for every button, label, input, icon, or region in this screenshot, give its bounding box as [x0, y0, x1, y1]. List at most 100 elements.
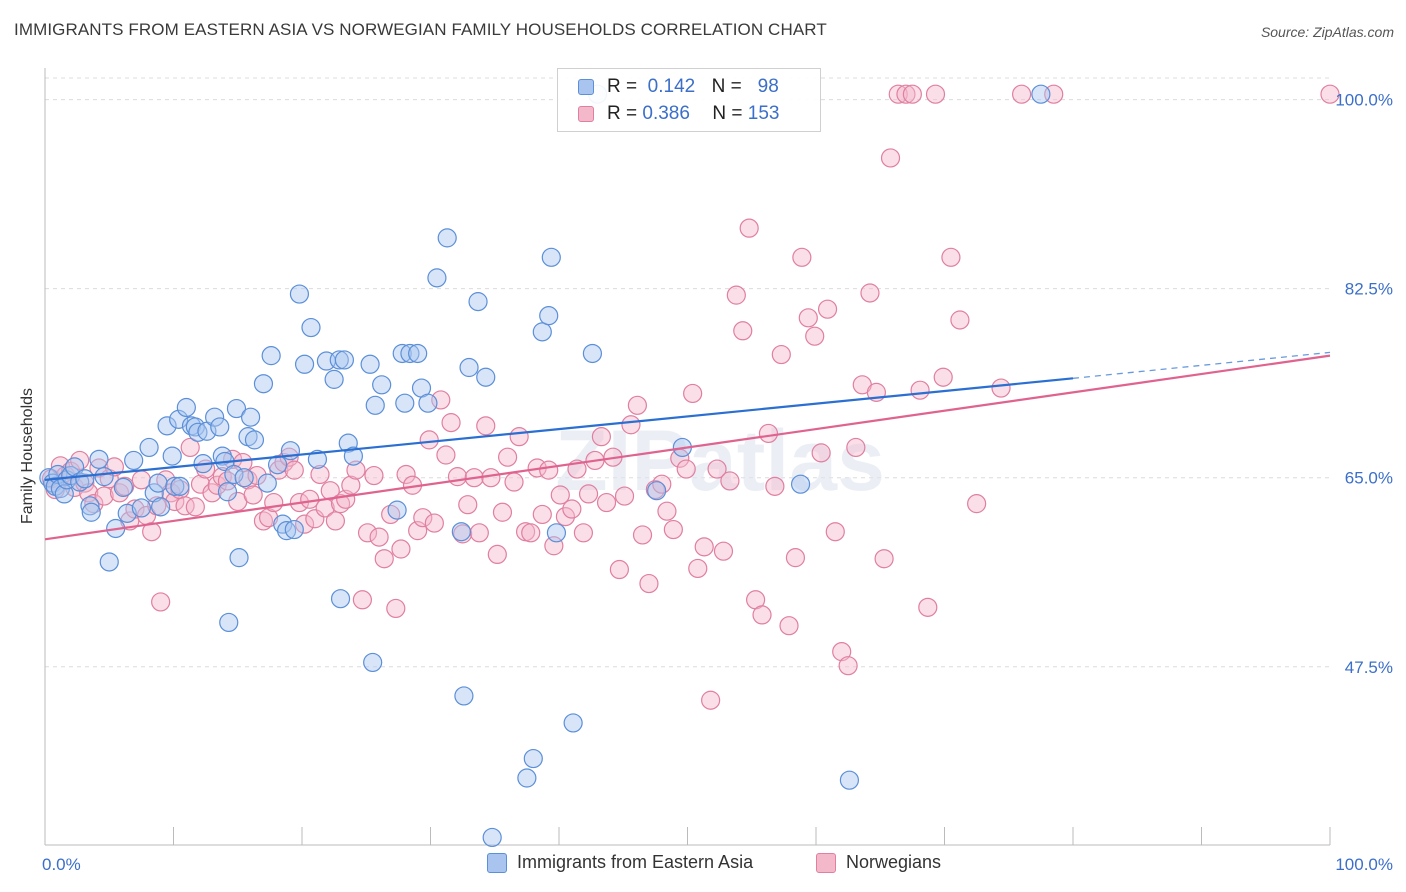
trend-lines [44, 351, 1331, 541]
y-tick-label-3: 100.0% [1335, 91, 1393, 110]
eastern-asia-point-29 [170, 476, 190, 496]
norwegians-point-103 [591, 427, 612, 447]
norwegians-point-142 [838, 656, 858, 676]
norwegians-point-154 [925, 84, 946, 104]
norwegians-point-63 [364, 465, 384, 486]
eastern-asia-point-83 [459, 357, 479, 378]
eastern-asia-swatch [578, 79, 594, 95]
norwegians-point-6 [70, 450, 90, 471]
eastern-asia-point-50 [257, 473, 277, 493]
norwegians-point-160 [1011, 84, 1032, 104]
eastern-asia-point-24 [151, 497, 171, 517]
norwegians-point-94 [539, 460, 559, 480]
norwegians-point-22 [151, 592, 171, 612]
norwegians-point-53 [310, 464, 330, 485]
eastern-asia-point-65 [334, 350, 355, 370]
norwegians-point-108 [621, 415, 641, 435]
norwegians-point-119 [688, 558, 708, 579]
eastern-asia-point-47 [241, 407, 261, 427]
norwegians-point-11 [94, 486, 114, 506]
legend-label-eastern-asia: Immigrants from Eastern Asia [517, 852, 754, 872]
legend-label-norwegians: Norwegians [846, 852, 942, 872]
n-label: N = [712, 103, 743, 124]
norwegians-point-55 [320, 481, 340, 501]
x-tick-label-0: 0.0% [42, 855, 81, 874]
norwegians-point-82 [469, 523, 489, 543]
eastern-asia-point-73 [392, 343, 412, 364]
eastern-asia-point-79 [427, 268, 447, 288]
eastern-asia-point-43 [226, 398, 247, 419]
norwegians-point-29 [185, 497, 205, 517]
norwegians-point-25 [165, 491, 185, 512]
norwegians-swatch [578, 106, 594, 122]
eastern-asia-point-44 [229, 548, 249, 568]
x-tick-label-1: 100.0% [1335, 855, 1393, 874]
norwegians-point-69 [396, 464, 416, 485]
norwegians-point-139 [817, 299, 838, 319]
eastern-asia-point-58 [294, 354, 315, 374]
norwegians-point-126 [733, 321, 753, 341]
legend-item-norwegians[interactable]: Norwegians [816, 852, 941, 873]
eastern-asia-point-38 [212, 446, 232, 466]
norwegians-point-143 [846, 437, 866, 458]
norwegians-point-80 [458, 495, 478, 515]
norwegians-point-20 [142, 522, 162, 542]
eastern-asia-point-94 [582, 343, 603, 364]
norwegians-point-136 [798, 308, 818, 328]
tick-labels: 47.5% 65.0% 82.5% 100.0% 0.0% 100.0% [42, 91, 1393, 874]
legend-item-eastern-asia[interactable]: Immigrants from Eastern Asia [487, 852, 753, 873]
eastern-asia-point-14 [94, 467, 114, 487]
eastern-asia-point-13 [89, 449, 109, 469]
eastern-asia-points [39, 84, 1051, 848]
norwegians-point-131 [765, 476, 785, 496]
eastern-asia-point-74 [395, 393, 415, 413]
eastern-asia-point-82 [454, 686, 474, 706]
eastern-asia-point-42 [224, 464, 244, 485]
eastern-asia-point-21 [139, 437, 159, 458]
eastern-asia-point-60 [307, 449, 328, 469]
norwegians-point-85 [487, 544, 507, 565]
norwegians-point-62 [357, 523, 378, 543]
norwegians-point-152 [910, 380, 930, 400]
norwegians-point-153 [918, 597, 938, 617]
eastern-asia-point-93 [563, 713, 583, 733]
norwegians-point-84 [481, 468, 501, 488]
eastern-asia-point-80 [437, 228, 457, 248]
norwegians-point-151 [902, 84, 922, 104]
norwegians-point-87 [498, 447, 518, 467]
eastern-asia-point-26 [162, 446, 182, 466]
eastern-asia-point-70 [365, 395, 385, 415]
r-value-norwegians: 0.386 [642, 103, 690, 124]
norwegians-point-78 [447, 467, 468, 487]
norwegians-point-107 [614, 486, 635, 506]
norwegians-point-159 [991, 378, 1011, 398]
eastern-asia-point-98 [839, 770, 860, 790]
norwegians-point-96 [550, 485, 570, 505]
norwegians-point-77 [441, 413, 461, 433]
eastern-asia-point-48 [244, 430, 265, 450]
eastern-asia-point-25 [157, 416, 177, 436]
eastern-asia-point-54 [276, 521, 297, 541]
eastern-asia-point-11 [80, 496, 100, 516]
norwegians-point-157 [950, 310, 970, 330]
norwegians-point-123 [713, 541, 734, 561]
eastern-asia-point-95 [647, 481, 667, 501]
eastern-asia-point-88 [523, 748, 543, 769]
norwegians-point-111 [639, 573, 659, 594]
norwegians-point-132 [771, 344, 791, 365]
norwegians-point-89 [509, 427, 529, 447]
eastern-asia-point-51 [261, 346, 281, 366]
norwegians-point-93 [532, 504, 552, 525]
eastern-asia-point-17 [113, 477, 133, 498]
norwegians-point-149 [888, 84, 908, 104]
eastern-asia-point-85 [476, 367, 496, 387]
norwegians-point-56 [325, 511, 346, 531]
eastern-asia-point-84 [468, 292, 488, 312]
r-label: R = [607, 103, 638, 124]
eastern-asia-point-72 [387, 500, 407, 520]
norwegians-point-97 [555, 506, 576, 527]
eastern-asia-point-45 [234, 468, 254, 488]
norwegians-point-134 [785, 548, 806, 568]
eastern-asia-point-75 [400, 343, 420, 364]
